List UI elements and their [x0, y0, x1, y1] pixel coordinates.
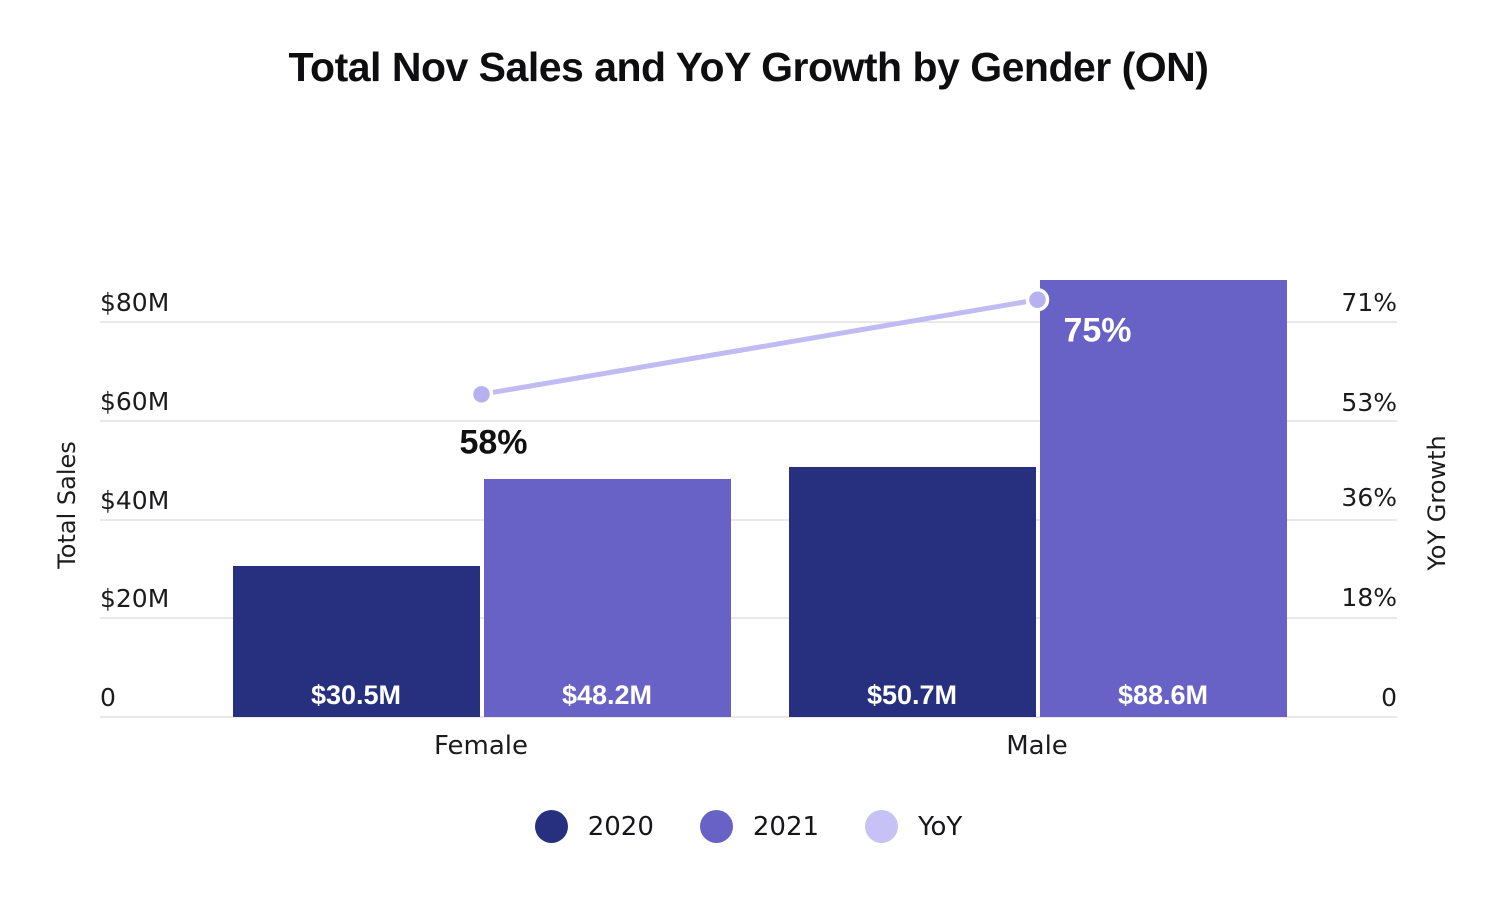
legend-item-2021[interactable]: 2021 [699, 810, 820, 843]
left-axis-tick-80m: $80M [100, 288, 170, 317]
gridline-0m [100, 716, 1397, 718]
right-axis-tick-53pct: 53% [1341, 388, 1397, 418]
yoy-point-label-female: 58% [459, 423, 528, 462]
right-axis-tick-36pct: 36% [1341, 482, 1397, 512]
legend-swatch-2021-icon [699, 810, 733, 843]
left-axis-tick-0m: 0 [100, 683, 116, 712]
right-axis-tick-0pct: 0 [1381, 683, 1397, 712]
yoy-point-male[interactable] [1025, 287, 1050, 312]
yoy-line [479, 297, 1040, 397]
legend-swatch-2020-icon [534, 810, 568, 843]
left-axis-tick-20m: $20M [100, 584, 170, 614]
right-axis-title: YoY Growth [1423, 435, 1451, 571]
gridline-20m [100, 617, 1397, 620]
bar-2020-female[interactable]: $30.5M [232, 566, 480, 717]
left-axis-tick-40m: $40M [100, 485, 170, 515]
right-axis-tick-18pct: 18% [1341, 582, 1397, 612]
left-axis-title: Total Sales [53, 441, 81, 569]
legend-item-yoy[interactable]: YoY [865, 810, 962, 843]
legend: 2020 2021 YoY [0, 810, 1497, 843]
bar-value-label-2021-male: $88.6M [1117, 679, 1209, 710]
gridline-60m [100, 419, 1397, 422]
yoy-point-label-male: 75% [1063, 311, 1132, 350]
legend-label-yoy: YoY [918, 811, 963, 842]
gridline-40m [100, 518, 1397, 521]
bar-2021-male[interactable]: $88.6M [1039, 279, 1287, 717]
legend-item-2020[interactable]: 2020 [534, 810, 654, 843]
bar-value-label-2020-female: $30.5M [310, 680, 402, 710]
right-axis-tick-71pct: 71% [1341, 288, 1397, 317]
bar-value-label-2021-female: $48.2M [561, 679, 653, 710]
left-axis-tick-60m: $60M [100, 386, 170, 416]
yoy-point-female[interactable] [469, 382, 494, 407]
bar-value-label-2020-male: $50.7M [866, 679, 958, 710]
category-label-female: Female [433, 731, 529, 761]
chart-title: Total Nov Sales and YoY Growth by Gender… [288, 44, 1209, 90]
legend-swatch-yoy-icon [865, 810, 899, 843]
category-label-male: Male [1006, 731, 1068, 761]
legend-label-2021: 2021 [752, 811, 820, 842]
bar-2021-female[interactable]: $48.2M [483, 479, 731, 717]
legend-label-2020: 2020 [587, 811, 654, 842]
bar-2020-male[interactable]: $50.7M [788, 466, 1036, 717]
